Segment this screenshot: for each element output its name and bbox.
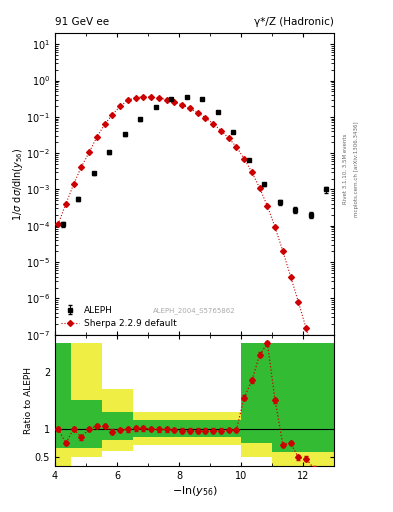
Text: γ*/Z (Hadronic): γ*/Z (Hadronic) xyxy=(254,16,334,27)
Text: ALEPH_2004_S5765862: ALEPH_2004_S5765862 xyxy=(153,307,236,314)
Y-axis label: Ratio to ALEPH: Ratio to ALEPH xyxy=(24,367,33,434)
Text: Rivet 3.1.10, 3.5M events: Rivet 3.1.10, 3.5M events xyxy=(343,134,348,204)
Y-axis label: $1/\sigma\ \mathrm{d}\sigma/\mathrm{d}\ln(y_{56})$: $1/\sigma\ \mathrm{d}\sigma/\mathrm{d}\l… xyxy=(11,147,25,221)
X-axis label: $-\ln(y_{56})$: $-\ln(y_{56})$ xyxy=(171,483,218,498)
Legend: ALEPH, Sherpa 2.2.9 default: ALEPH, Sherpa 2.2.9 default xyxy=(58,303,180,332)
Text: mcplots.cern.ch [arXiv:1306.3436]: mcplots.cern.ch [arXiv:1306.3436] xyxy=(354,121,359,217)
Text: 91 GeV ee: 91 GeV ee xyxy=(55,16,109,27)
